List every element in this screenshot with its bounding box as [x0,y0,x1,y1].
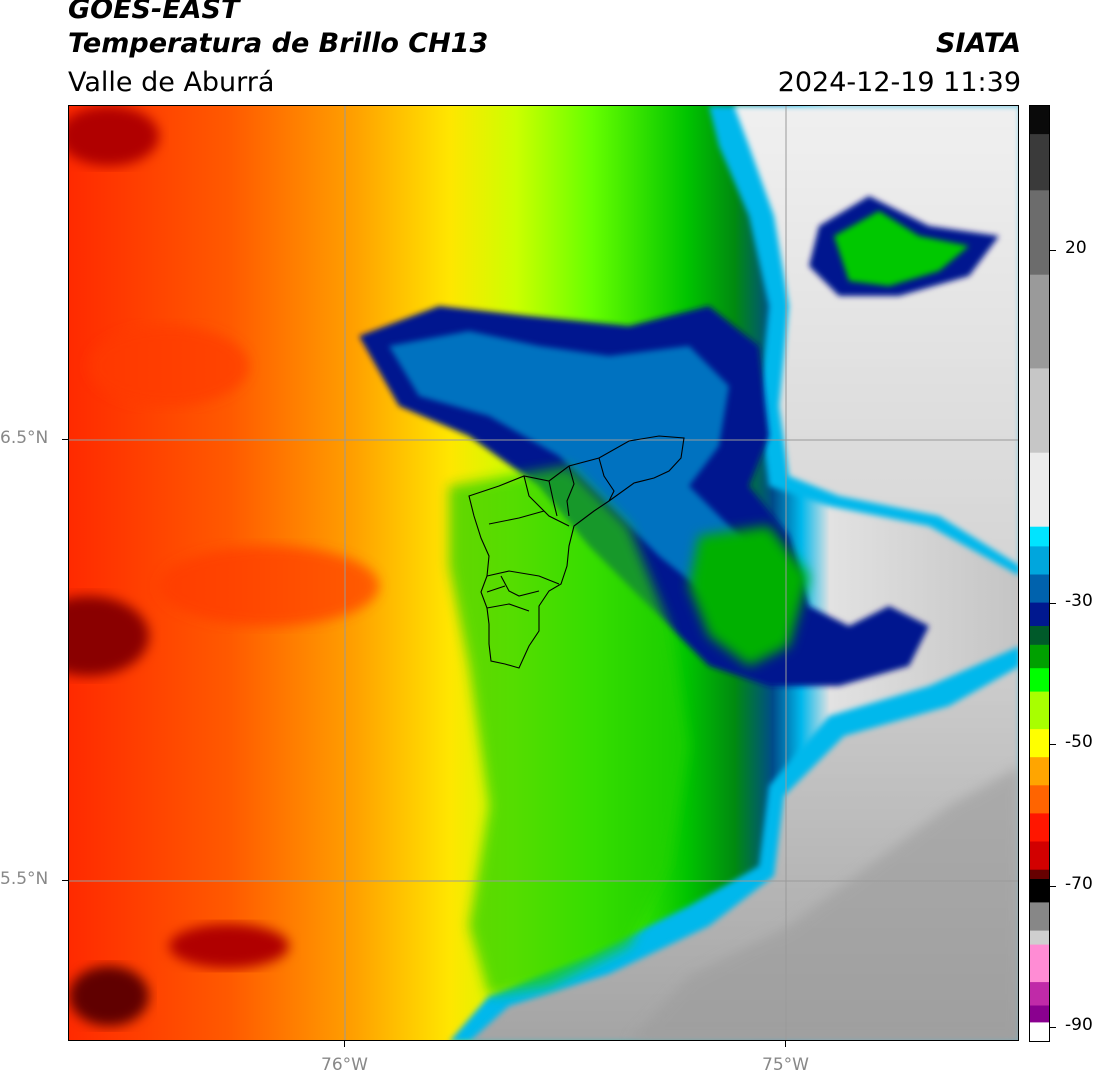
colorbar-band [1030,785,1049,814]
colorbar-label-minus90: -90 [1065,1015,1093,1035]
colorbar-gradient [1030,106,1049,1041]
colorbar-label-minus70: -70 [1065,874,1093,894]
colorbar-band [1030,879,1049,903]
colorbar-band [1030,190,1049,276]
region-title: Valle de Aburrá [68,67,275,98]
colorbar-band [1030,982,1049,1007]
colorbar-band [1030,526,1049,547]
colorbar-band [1030,274,1049,369]
colorbar-band [1030,644,1049,669]
colorbar-label-minus50: -50 [1065,732,1093,752]
colorbar-tick-minus30 [1050,603,1056,604]
colorbar-tick-minus70 [1050,886,1056,887]
lat-tick-5-5n [62,880,68,881]
colorbar-band [1030,1005,1049,1023]
colorbar-band [1030,134,1049,191]
colorbar-band [1030,902,1049,932]
satellite-map[interactable] [68,105,1019,1041]
colorbar-band [1030,546,1049,576]
colorbar-tick-20 [1050,250,1056,251]
lon-label-75w: 75°W [762,1055,809,1075]
lat-label-5-5n: 5.5°N [0,869,49,889]
colorbar-label-20: 20 [1065,238,1087,258]
satellite-title: GOES-EAST [68,0,240,25]
colorbar-band [1030,574,1049,604]
colorbar-band [1030,691,1049,730]
colorbar-tick-minus90 [1050,1027,1056,1028]
colorbar-band [1030,813,1049,843]
lon-label-76w: 76°W [321,1055,368,1075]
organization-title: SIATA [935,28,1021,59]
colorbar-band [1030,106,1049,135]
lon-tick-76w [344,1041,345,1047]
colorbar-band [1030,626,1049,646]
colorbar-band [1030,841,1049,871]
product-title: Temperatura de Brillo CH13 [68,28,489,59]
colorbar-band [1030,1022,1049,1041]
lat-tick-6-5n [62,439,68,440]
aburra-boundaries [468,435,685,669]
colorbar-label-minus30: -30 [1065,591,1093,611]
colorbar-band [1030,368,1049,454]
colorbar-band [1030,944,1049,983]
colorbar-band [1030,602,1049,627]
colorbar-band [1030,869,1049,880]
colorbar-band [1030,930,1049,946]
temperature-colorbar [1029,105,1050,1042]
colorbar-tick-minus50 [1050,744,1056,745]
colorbar-band [1030,729,1049,758]
lon-tick-75w [785,1041,786,1047]
colorbar-band [1030,668,1049,693]
lat-label-6-5n: 6.5°N [0,428,49,448]
brightness-temperature-field [69,106,1018,1040]
colorbar-band [1030,757,1049,786]
datetime-label: 2024-12-19 11:39 [777,67,1021,98]
colorbar-band [1030,452,1049,528]
